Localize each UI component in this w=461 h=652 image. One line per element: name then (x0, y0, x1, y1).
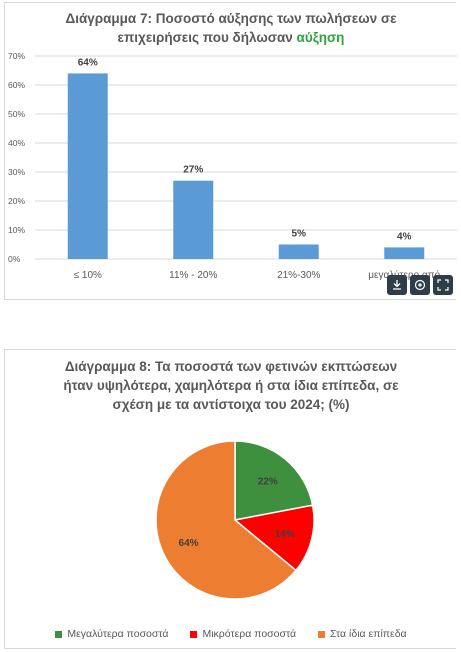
bar-chart-title: Διάγραμμα 7: Ποσοστό αύξησης των πωλήσεω… (5, 9, 457, 47)
y-tick-label: 70% (8, 51, 25, 61)
pie-chart-title-line3: σχέση με τα αντίστοιχα του 2024; (%) (112, 397, 350, 412)
bar (67, 73, 108, 260)
legend-label: Μικρότερα ποσοστά (202, 628, 297, 640)
bar-chart-panel: Διάγραμμα 7: Ποσοστό αύξησης των πωλήσεω… (4, 2, 457, 300)
pie-chart-panel: Διάγραμμα 8: Τα ποσοστά των φετινών εκπτ… (4, 349, 456, 649)
legend-label: Στα ίδια επίπεδα (330, 628, 407, 640)
bar-data-label: 64% (78, 57, 98, 68)
pie-data-label: 22% (258, 476, 278, 487)
bar-chart-title-accent: αύξηση (296, 30, 345, 45)
share-button[interactable] (410, 275, 430, 295)
y-tick-label: 40% (8, 138, 25, 148)
bar (384, 247, 425, 259)
bar-chart-title-line2: επιχειρήσεις που δήλωσαν αύξηση (5, 28, 457, 47)
bar-chart-title-line2-text: επιχειρήσεις που δήλωσαν (117, 30, 297, 45)
bar (278, 244, 319, 259)
pie-slice (155, 440, 297, 600)
pie-chart-title-line1: Διάγραμμα 8: Τα ποσοστά των φετινών εκπτ… (64, 359, 398, 374)
legend-item: Στα ίδια επίπεδα (318, 626, 407, 642)
legend-item: Μεγαλύτερα ποσοστά (55, 626, 168, 642)
bar (173, 180, 214, 259)
legend-item: Μικρότερα ποσοστά (190, 626, 296, 642)
expand-icon (437, 279, 449, 291)
pie-data-label: 14% (275, 529, 295, 540)
pie-legend: Μεγαλύτερα ποσοστά Μικρότερα ποσοστά Στα ί… (5, 626, 457, 642)
y-tick-label: 10% (8, 225, 25, 235)
x-tick-label: 21%-30% (277, 270, 320, 281)
legend-swatch (190, 630, 198, 638)
legend-swatch (55, 630, 63, 638)
y-tick-label: 20% (8, 196, 25, 206)
pie-slice (233, 504, 315, 572)
pie-chart-title-line2: ήταν υψηλότερα, χαμηλότερα ή στα ίδια επ… (63, 378, 399, 393)
download-button[interactable] (387, 275, 407, 295)
bar-chart: 0% 10% 20% 30% 40% 50% 60% 70% 64% ≤ 10% 27% 11% - … (8, 51, 457, 281)
y-tick-label: 50% (8, 109, 25, 119)
bar-data-label: 5% (292, 229, 307, 240)
x-tick-label: 11% - 20% (169, 270, 217, 281)
share-icon (414, 279, 426, 291)
expand-button[interactable] (433, 275, 453, 295)
pie-chart: 22% 14% 64% (155, 440, 315, 600)
bar-data-label: 27% (183, 165, 203, 176)
pie-data-label: 64% (179, 538, 199, 549)
bar-chart-title-line1: Διάγραμμα 7: Ποσοστό αύξησης των πωλήσεω… (65, 11, 397, 26)
bar-data-label: 4% (397, 231, 412, 242)
download-icon (393, 280, 401, 290)
y-tick-label: 60% (8, 80, 25, 90)
image-toolbar (387, 275, 453, 295)
y-tick-label: 30% (8, 167, 25, 177)
legend-label: Μεγαλύτερα ποσοστά (67, 628, 169, 640)
x-tick-label: ≤ 10% (74, 270, 102, 281)
y-tick-label: 0% (8, 254, 21, 264)
legend-swatch (318, 630, 326, 638)
pie-slice (234, 440, 314, 521)
pie-chart-title: Διάγραμμα 8: Τα ποσοστά των φετινών εκπτ… (5, 357, 457, 414)
